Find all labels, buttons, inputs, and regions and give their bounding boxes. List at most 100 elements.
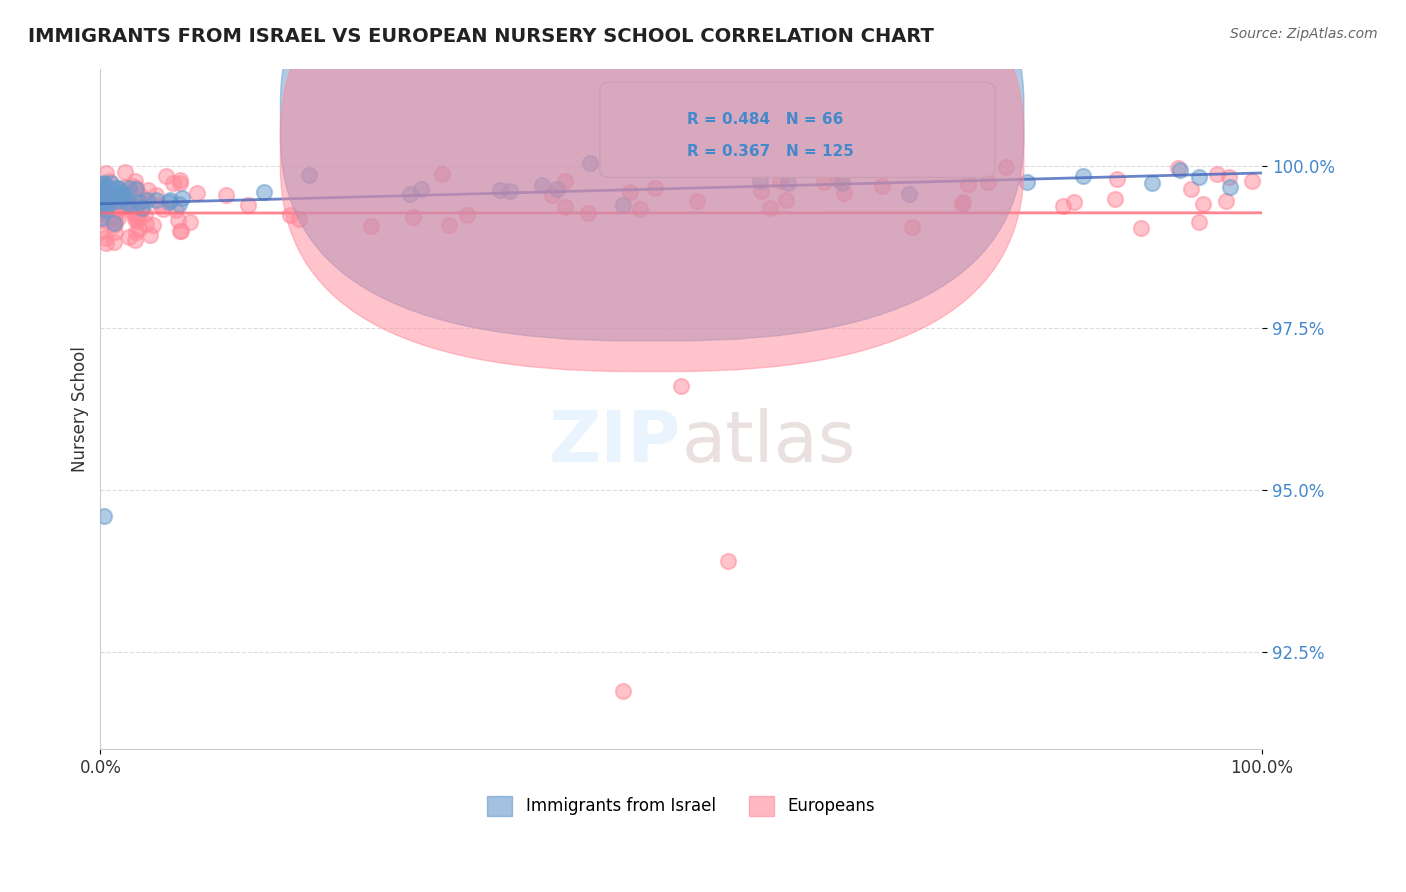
Europeans — [995, 161, 1018, 175]
Europeans — [117, 230, 139, 244]
Immigrants from Israel — [831, 176, 853, 190]
Immigrants from Israel — [115, 195, 138, 210]
Europeans — [124, 212, 146, 227]
Europeans — [90, 178, 112, 193]
Europeans — [238, 198, 260, 212]
Europeans — [96, 236, 118, 251]
Europeans — [576, 206, 599, 220]
Europeans — [90, 183, 112, 197]
Europeans — [131, 188, 153, 202]
Europeans — [142, 219, 165, 233]
Europeans — [775, 193, 797, 207]
Europeans — [105, 205, 128, 219]
Europeans — [132, 193, 155, 207]
Europeans — [167, 213, 190, 227]
Europeans — [169, 176, 191, 190]
Europeans — [360, 219, 382, 233]
Europeans — [717, 554, 740, 568]
Europeans — [669, 379, 692, 393]
Europeans — [540, 187, 562, 202]
Europeans — [100, 211, 122, 226]
Europeans — [124, 210, 146, 224]
Europeans — [827, 172, 849, 186]
Immigrants from Israel — [111, 193, 134, 207]
Immigrants from Israel — [170, 191, 193, 205]
Europeans — [121, 178, 143, 193]
Europeans — [112, 187, 135, 202]
Europeans — [813, 175, 835, 189]
Immigrants from Israel — [749, 174, 772, 188]
Europeans — [901, 219, 924, 234]
Immigrants from Israel — [93, 176, 115, 190]
Europeans — [977, 175, 1000, 189]
Europeans — [98, 201, 121, 215]
Europeans — [129, 203, 152, 218]
Europeans — [139, 227, 162, 242]
Immigrants from Israel — [1015, 175, 1038, 189]
Immigrants from Israel — [90, 211, 112, 225]
Immigrants from Israel — [96, 194, 118, 209]
Immigrants from Israel — [128, 195, 150, 210]
Europeans — [1105, 171, 1128, 186]
Europeans — [96, 210, 118, 224]
Europeans — [98, 202, 121, 216]
Europeans — [98, 202, 121, 217]
Europeans — [128, 194, 150, 209]
Europeans — [612, 684, 634, 698]
Immigrants from Israel — [107, 181, 129, 195]
Europeans — [287, 212, 309, 227]
Europeans — [170, 224, 193, 238]
Europeans — [644, 181, 666, 195]
Europeans — [136, 183, 159, 197]
Immigrants from Israel — [898, 187, 921, 202]
Europeans — [952, 194, 974, 209]
Europeans — [749, 184, 772, 198]
Europeans — [90, 225, 112, 239]
Europeans — [1241, 174, 1264, 188]
Immigrants from Israel — [167, 197, 190, 211]
Europeans — [1167, 161, 1189, 175]
Europeans — [124, 233, 146, 247]
Europeans — [121, 202, 143, 216]
Text: Source: ZipAtlas.com: Source: ZipAtlas.com — [1230, 27, 1378, 41]
Europeans — [145, 187, 167, 202]
Europeans — [93, 206, 115, 220]
Immigrants from Israel — [103, 186, 125, 200]
Europeans — [768, 174, 790, 188]
Europeans — [1129, 220, 1152, 235]
Text: R = 0.484   N = 66: R = 0.484 N = 66 — [688, 112, 844, 127]
Europeans — [98, 201, 121, 215]
Europeans — [94, 214, 117, 228]
Immigrants from Israel — [131, 201, 153, 215]
Europeans — [98, 184, 121, 198]
Europeans — [686, 194, 709, 208]
Europeans — [628, 202, 651, 217]
Europeans — [100, 210, 122, 224]
Europeans — [128, 222, 150, 236]
Europeans — [1063, 194, 1085, 209]
Immigrants from Israel — [94, 202, 117, 217]
Europeans — [870, 178, 893, 193]
FancyBboxPatch shape — [280, 0, 1024, 341]
Europeans — [1215, 194, 1237, 208]
Immigrants from Israel — [94, 178, 117, 192]
Europeans — [125, 213, 148, 227]
Europeans — [105, 196, 128, 211]
Immigrants from Israel — [110, 185, 132, 199]
Europeans — [127, 209, 149, 223]
Europeans — [950, 197, 973, 211]
Europeans — [439, 218, 461, 232]
Immigrants from Israel — [100, 187, 122, 202]
Europeans — [169, 172, 191, 186]
Europeans — [430, 168, 453, 182]
Europeans — [125, 225, 148, 239]
Immigrants from Israel — [100, 176, 122, 190]
Europeans — [93, 198, 115, 212]
Europeans — [127, 211, 149, 225]
Europeans — [456, 208, 478, 222]
Immigrants from Israel — [125, 182, 148, 196]
Immigrants from Israel — [110, 190, 132, 204]
Europeans — [114, 180, 136, 194]
Europeans — [832, 186, 855, 200]
Europeans — [104, 216, 127, 230]
